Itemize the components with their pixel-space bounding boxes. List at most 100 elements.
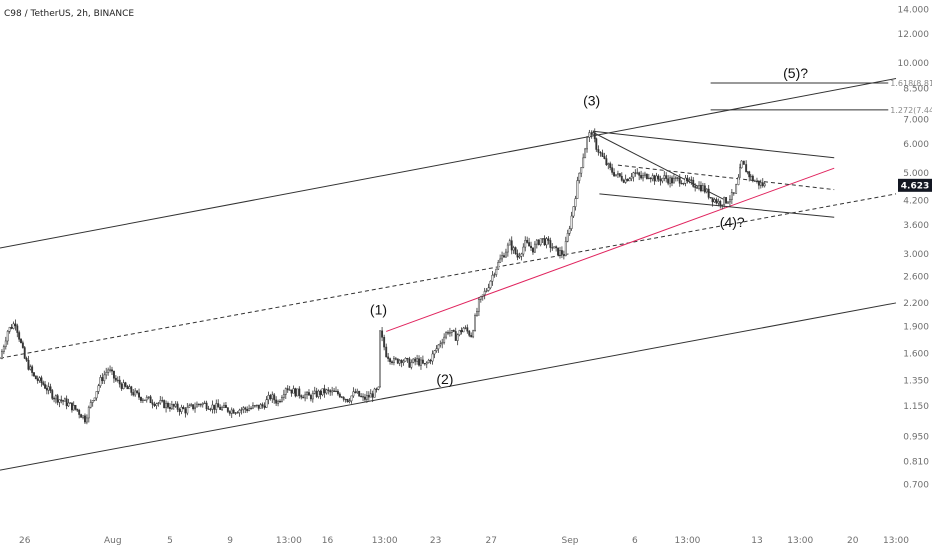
candle-body: [501, 255, 504, 260]
candle-body: [352, 391, 355, 397]
candle: [508, 238, 511, 246]
candle-body: [725, 197, 728, 204]
candle-body: [116, 379, 119, 381]
candle-body: [555, 246, 558, 249]
candle-body: [632, 172, 635, 178]
candle: [42, 380, 45, 386]
candle: [29, 364, 32, 371]
candle: [111, 366, 113, 376]
x-axis[interactable]: 26 Aug 5 9 13:00 16 13:00 23 27 Sep 6 13:00 13 13:00 2…: [19, 536, 909, 546]
candle-body: [242, 407, 245, 410]
candle-body: [54, 395, 57, 400]
candle: [350, 395, 353, 404]
candle-body: [514, 247, 517, 254]
candle-body: [412, 358, 415, 363]
x-tick-label: 13:00: [674, 536, 700, 546]
candle: [657, 174, 660, 182]
y-tick-label: 12.000: [898, 30, 930, 40]
candle: [89, 399, 92, 409]
candle-body: [636, 172, 639, 174]
candle: [474, 313, 476, 332]
candle-body: [462, 327, 465, 333]
candle: [352, 387, 355, 398]
candle: [756, 177, 758, 184]
candle-body: [309, 395, 312, 400]
candle: [644, 171, 646, 178]
candle: [4, 336, 7, 350]
candle: [244, 406, 247, 414]
candle: [288, 385, 291, 391]
wave-label: (5)?: [783, 65, 808, 81]
candle-body: [389, 358, 392, 362]
candle: [263, 402, 266, 410]
candle-body: [559, 250, 561, 256]
candle: [31, 364, 34, 377]
candle-body: [739, 167, 741, 178]
candle-body: [29, 366, 32, 370]
candle-body: [288, 389, 291, 391]
candle-body: [296, 388, 299, 397]
candle: [321, 388, 324, 397]
candle: [504, 248, 507, 258]
candle: [564, 236, 567, 257]
candle-body: [605, 158, 608, 165]
candle: [723, 196, 726, 208]
candle: [522, 243, 525, 257]
trendline-lower-channel: [0, 302, 897, 471]
candle-body: [82, 415, 84, 418]
candle: [302, 394, 305, 399]
candle-body: [67, 402, 70, 407]
candle-body: [58, 399, 61, 403]
candle-body: [45, 388, 48, 391]
candle: [155, 402, 158, 410]
candle-body: [25, 358, 28, 361]
candle: [124, 381, 127, 388]
candle: [458, 329, 461, 337]
candle-body: [346, 398, 349, 403]
candle-body: [93, 397, 96, 401]
candle: [470, 332, 473, 338]
y-tick-label: 5.000: [903, 169, 929, 179]
candle: [141, 398, 144, 404]
candle: [748, 170, 751, 182]
candle-body: [603, 156, 606, 159]
candle: [49, 383, 52, 394]
candle-body: [232, 409, 235, 414]
candle: [327, 387, 330, 395]
candle: [308, 389, 310, 396]
candle-body: [445, 332, 448, 338]
candle-body: [0, 351, 3, 359]
y-tick-label: 2.200: [903, 299, 929, 309]
candle-body: [645, 173, 648, 179]
candle: [230, 407, 233, 418]
candle-body: [174, 403, 177, 407]
candle: [253, 405, 256, 408]
candle-body: [653, 175, 656, 182]
candle-body: [701, 185, 704, 192]
candle: [429, 358, 432, 365]
candle: [605, 154, 608, 166]
candle-body: [65, 398, 68, 407]
candle: [379, 330, 381, 388]
y-axis[interactable]: 14.000 12.000 10.000 8.500 7.000 6.000 5.000 4.…: [898, 6, 930, 491]
candle-body: [246, 408, 249, 411]
candle: [653, 174, 656, 185]
candle-body: [551, 247, 554, 249]
candle: [232, 408, 235, 414]
candle: [684, 174, 687, 187]
candle: [595, 137, 598, 152]
candle: [568, 225, 571, 236]
candle-body: [311, 393, 314, 400]
candle: [448, 327, 451, 337]
candle-body: [418, 358, 420, 366]
candle: [209, 407, 212, 412]
candle-body: [325, 389, 328, 394]
candle: [12, 321, 15, 330]
candle: [109, 365, 112, 373]
candle-body: [518, 255, 521, 258]
candle-body: [713, 199, 716, 203]
candle: [532, 247, 534, 255]
candle: [557, 247, 560, 256]
candle: [348, 398, 351, 404]
